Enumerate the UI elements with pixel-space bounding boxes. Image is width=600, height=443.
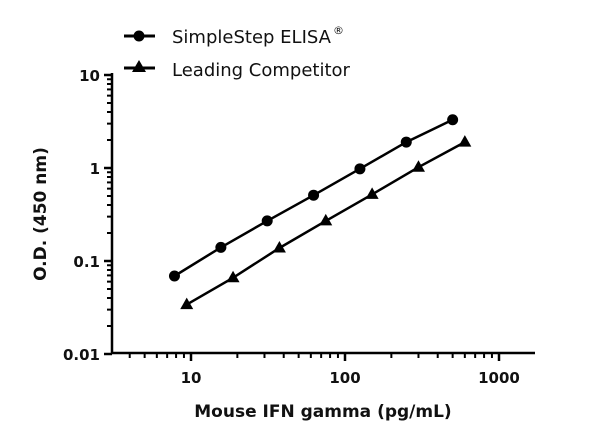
triangle-marker-icon bbox=[180, 297, 194, 310]
legend-label-competitor: Leading Competitor bbox=[172, 60, 351, 81]
triangle-marker-icon bbox=[226, 270, 240, 283]
legend-item-simplestep: SimpleStep ELISA ® bbox=[124, 24, 344, 48]
circle-marker-icon bbox=[308, 189, 320, 201]
legend-label-simplestep: SimpleStep ELISA ® bbox=[172, 24, 344, 48]
circle-marker-icon bbox=[400, 136, 412, 148]
circle-marker-icon bbox=[261, 215, 273, 227]
triangle-marker-icon bbox=[365, 187, 379, 199]
y-tick-label: 0.01 bbox=[63, 346, 100, 364]
triangle-marker-icon bbox=[319, 213, 333, 226]
triangle-marker-icon bbox=[132, 60, 146, 72]
x-tick-label: 100 bbox=[329, 369, 360, 387]
legend-item-competitor: Leading Competitor bbox=[124, 60, 351, 81]
circle-marker-icon bbox=[215, 241, 227, 253]
x-axis-title: Mouse IFN gamma (pg/mL) bbox=[194, 402, 451, 422]
legend: SimpleStep ELISA ® Leading Competitor bbox=[124, 24, 351, 81]
x-tick-label: 10 bbox=[181, 369, 202, 387]
y-tick-label: 1 bbox=[90, 160, 100, 178]
triangle-marker-icon bbox=[272, 240, 286, 253]
x-tick-label: 1000 bbox=[478, 369, 520, 387]
circle-marker-icon bbox=[168, 270, 180, 282]
y-tick-label: 0.1 bbox=[73, 253, 100, 271]
circle-marker-icon bbox=[447, 114, 459, 126]
data-series bbox=[168, 114, 472, 310]
axes: 0.01 0.1 1 10 10 100 1000 bbox=[63, 67, 535, 387]
triangle-marker-icon bbox=[411, 160, 425, 172]
y-axis-title: O.D. (450 nm) bbox=[31, 147, 51, 281]
triangle-marker-icon bbox=[458, 135, 472, 147]
series-competitor bbox=[180, 135, 472, 310]
circle-marker-icon bbox=[133, 30, 145, 42]
circle-marker-icon bbox=[354, 163, 366, 175]
y-tick-label: 10 bbox=[79, 67, 100, 85]
series-simplestep bbox=[168, 114, 459, 282]
